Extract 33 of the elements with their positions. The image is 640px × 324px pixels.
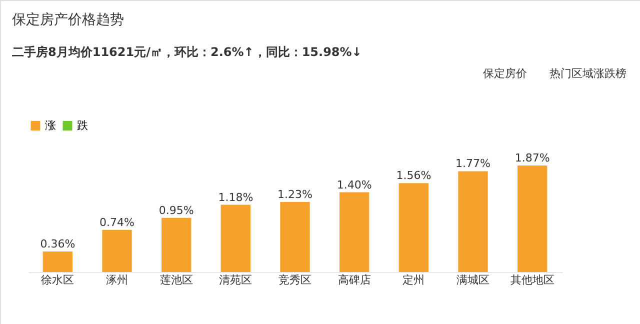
chart-subtitle: 二手房8月均价11621元/㎡，环比：2.6%↑，同比：15.98%↓ [12,45,362,59]
legend-label: 涨 [45,118,56,132]
data-label: 0.36% [40,238,76,250]
bar [340,192,370,272]
data-label: 1.18% [218,190,254,204]
bar [162,218,192,272]
text: 保定房价 [483,67,527,80]
data-label: 0.95% [158,204,194,217]
chart-title: 保定房产价格趋势 [12,12,124,28]
bar [280,202,310,272]
bar [518,166,548,272]
data-label: 1.56% [396,169,432,182]
x-tick-label: 满城区 [456,274,490,286]
legend-label: 跌 [77,118,88,132]
data-label: 1.23% [278,188,312,201]
text: 热门区域涨跌榜 [550,67,626,80]
x-tick-label: 高碑店 [338,274,371,286]
x-tick-label: 徐水区 [41,274,74,286]
bar [458,171,488,272]
data-label: 1.87% [514,152,550,165]
x-tick-label: 定州 [402,274,425,286]
x-tick-label: 清苑区 [219,274,252,286]
bar [102,230,132,272]
bar [398,183,428,272]
x-tick-label: 竞秀区 [278,274,312,286]
x-tick-label: 莲池区 [160,274,193,286]
x-tick-label: 其他地区 [510,274,554,286]
data-label: 0.74% [100,216,134,229]
data-label: 1.77% [456,157,490,170]
data-label: 1.40% [336,178,372,192]
bar [42,252,72,272]
bar [220,204,250,272]
x-tick-label: 涿州 [106,274,128,286]
